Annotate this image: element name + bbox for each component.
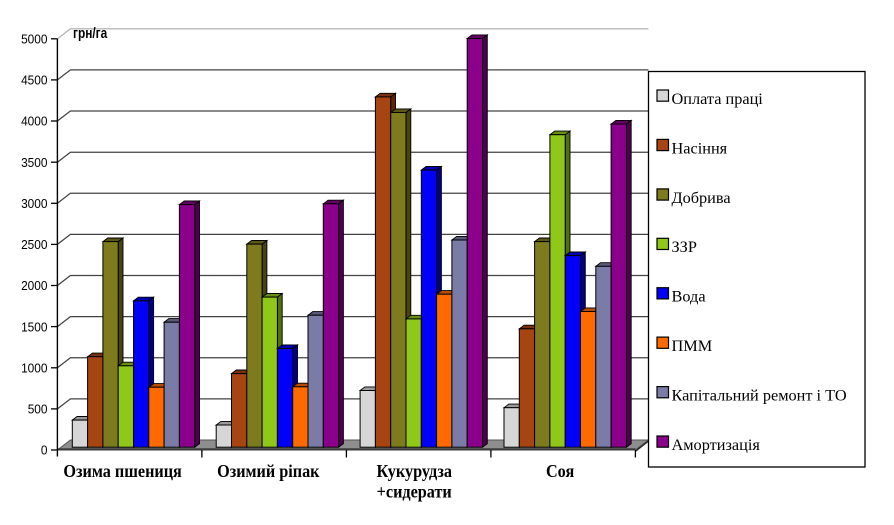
- svg-text:1500: 1500: [21, 320, 47, 335]
- svg-text:Оплата праці: Оплата праці: [672, 89, 764, 108]
- svg-text:+сидерати: +сидерати: [377, 482, 452, 502]
- svg-text:Насіння: Насіння: [672, 138, 728, 157]
- svg-text:грн/га: грн/га: [73, 25, 108, 41]
- svg-text:0: 0: [41, 443, 48, 458]
- svg-text:Соя: Соя: [546, 461, 574, 481]
- svg-text:3500: 3500: [21, 155, 47, 170]
- svg-text:5000: 5000: [21, 32, 47, 47]
- svg-text:2500: 2500: [21, 238, 47, 253]
- svg-text:1000: 1000: [21, 361, 47, 376]
- svg-text:3000: 3000: [21, 196, 47, 211]
- svg-text:Капітальний ремонт і ТО: Капітальний ремонт і ТО: [672, 386, 847, 405]
- svg-text:Амортизація: Амортизація: [672, 435, 761, 454]
- svg-text:Вода: Вода: [672, 287, 706, 306]
- svg-text:500: 500: [28, 402, 48, 417]
- svg-text:ЗЗР: ЗЗР: [672, 237, 697, 256]
- svg-text:Добрива: Добрива: [672, 188, 731, 207]
- svg-text:ПММ: ПММ: [672, 336, 713, 355]
- svg-text:Кукурудза: Кукурудза: [376, 461, 452, 481]
- svg-text:Озима пшениця: Озима пшениця: [63, 461, 181, 481]
- svg-text:4500: 4500: [21, 73, 47, 88]
- svg-text:2000: 2000: [21, 279, 47, 294]
- svg-text:4000: 4000: [21, 114, 47, 129]
- svg-text:Озимий ріпак: Озимий ріпак: [217, 461, 320, 481]
